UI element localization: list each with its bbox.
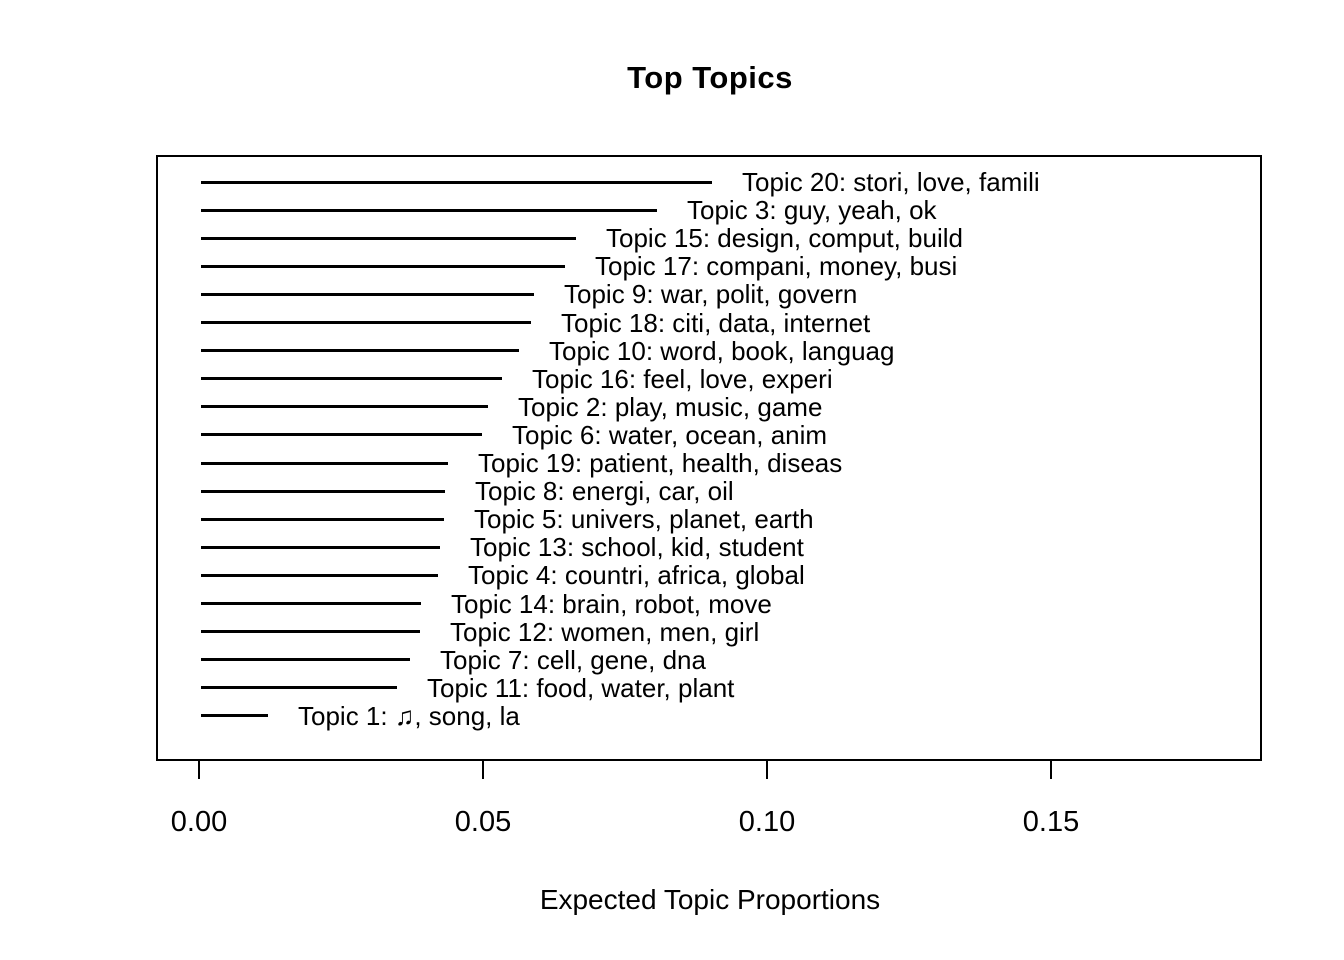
topic-row: Topic 7: cell, gene, dna <box>201 647 706 673</box>
topic-proportion-line <box>201 236 576 240</box>
topic-row: Topic 1: ♫, song, la <box>201 703 520 729</box>
topic-row: Topic 9: war, polit, govern <box>201 281 857 307</box>
topic-row: Topic 5: univers, planet, earth <box>201 506 814 532</box>
topic-label: Topic 20: stori, love, famili <box>742 167 1040 197</box>
topic-proportion-line <box>201 208 657 212</box>
topic-proportion-line <box>201 405 488 409</box>
plot-area: Topic 20: stori, love, famili Topic 3: gu… <box>156 155 1262 761</box>
topic-proportion-line <box>201 292 534 296</box>
topic-label: Topic 12: women, men, girl <box>450 616 760 647</box>
topic-label: Topic 3: guy, yeah, ok <box>687 195 937 226</box>
topic-label: Topic 15: design, comput, build <box>606 223 963 254</box>
topic-row: Topic 3: guy, yeah, ok <box>201 197 937 223</box>
topic-row: Topic 12: women, men, girl <box>201 619 759 645</box>
topic-label: Topic 10: word, book, languag <box>549 335 895 366</box>
topic-label: Topic 19: patient, health, diseas <box>478 448 843 478</box>
topic-row: Topic 17: compani, money, busi <box>201 253 957 279</box>
x-axis-tick-mark <box>482 761 484 779</box>
topic-label: Topic 13: school, kid, student <box>470 532 804 563</box>
topic-label: Topic 6: water, ocean, anim <box>512 419 828 450</box>
topic-row: Topic 10: word, book, languag <box>201 338 894 364</box>
topic-proportion-line <box>201 545 440 549</box>
x-axis-tick-mark <box>1050 761 1052 779</box>
x-axis-label: Expected Topic Proportions <box>539 884 881 915</box>
topic-proportion-line <box>201 264 565 268</box>
topic-label: Topic 4: countri, africa, global <box>468 560 805 591</box>
topic-proportion-line <box>201 461 448 465</box>
topic-proportion-line <box>201 630 420 634</box>
chart-title: Top Topics <box>627 60 793 95</box>
topic-proportion-line <box>201 602 421 605</box>
topic-proportion-line <box>201 349 519 353</box>
x-axis-tick-mark <box>766 761 768 779</box>
topic-proportion-line <box>201 489 445 493</box>
topic-proportion-line <box>201 433 482 437</box>
x-axis-tick-label: 0.00 <box>170 806 228 838</box>
topic-row: Topic 11: food, water, plant <box>201 675 734 701</box>
topic-row: Topic 20: stori, love, famili <box>201 169 1040 195</box>
topic-row: Topic 6: water, ocean, anim <box>201 422 827 448</box>
topic-proportion-line <box>201 714 268 718</box>
topic-label: Topic 14: brain, robot, move <box>451 588 772 619</box>
topic-proportion-line <box>201 180 712 184</box>
topic-label: Topic 2: play, music, game <box>518 391 823 422</box>
topic-row: Topic 13: school, kid, student <box>201 534 804 560</box>
topic-label: Topic 18: citi, data, internet <box>561 307 871 338</box>
topic-proportion-line <box>201 377 502 381</box>
topic-row: Topic 2: play, music, game <box>201 394 822 420</box>
topic-row: Topic 14: brain, robot, move <box>201 591 772 617</box>
topic-label: Topic 7: cell, gene, dna <box>440 644 706 675</box>
topic-proportion-line <box>201 686 397 690</box>
topic-label: Topic 1: ♫, song, la <box>298 700 520 731</box>
topic-proportion-line <box>201 658 410 662</box>
x-axis-tick-label: 0.15 <box>1022 806 1080 838</box>
topic-label: Topic 17: compani, money, busi <box>595 251 958 282</box>
topic-row: Topic 8: energi, car, oil <box>201 478 734 504</box>
x-axis-tick-label: 0.05 <box>454 806 512 838</box>
topic-label: Topic 11: food, water, plant <box>427 672 735 703</box>
topic-label: Topic 5: univers, planet, earth <box>474 504 814 535</box>
topic-proportion-line <box>201 573 438 577</box>
topic-row: Topic 16: feel, love, experi <box>201 366 833 392</box>
topic-proportion-line <box>201 517 444 521</box>
topic-row: Topic 19: patient, health, diseas <box>201 450 842 476</box>
topic-row: Topic 15: design, comput, build <box>201 225 963 251</box>
topic-label: Topic 8: energi, car, oil <box>475 476 734 507</box>
topic-label: Topic 16: feel, love, experi <box>532 363 833 394</box>
topic-row: Topic 18: citi, data, internet <box>201 310 870 336</box>
x-axis-tick-mark <box>198 761 200 779</box>
topic-row: Topic 4: countri, africa, global <box>201 562 805 588</box>
topic-proportion-line <box>201 321 531 324</box>
x-axis-tick-label: 0.10 <box>738 806 796 838</box>
topic-label: Topic 9: war, polit, govern <box>564 279 858 310</box>
